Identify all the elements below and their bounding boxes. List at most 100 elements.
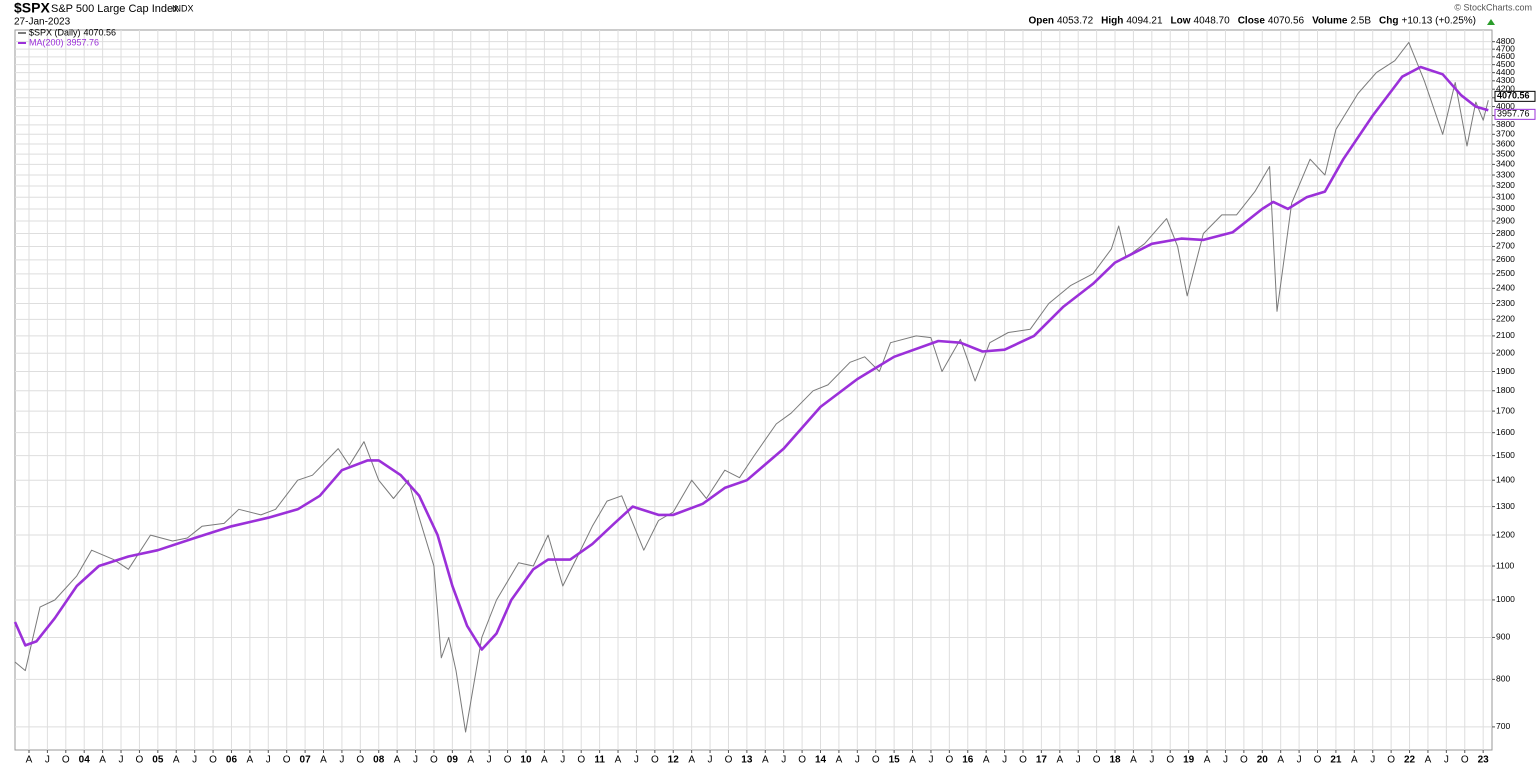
x-tick-label: A xyxy=(1425,755,1432,766)
x-tick-label: J xyxy=(781,755,786,766)
quote-label: Chg xyxy=(1379,16,1398,27)
x-tick-label: 04 xyxy=(79,755,91,766)
x-tick-label: 16 xyxy=(962,755,974,766)
x-tick-label: J xyxy=(487,755,492,766)
chart-title: S&P 500 Large Cap Index xyxy=(51,3,179,15)
y-tick-label: 4200 xyxy=(1496,83,1515,93)
quote-label: Close xyxy=(1238,16,1266,27)
y-tick-label: 3300 xyxy=(1496,169,1515,179)
y-tick-label: 1900 xyxy=(1496,366,1515,376)
x-tick-label: O xyxy=(1166,755,1174,766)
x-tick-label: J xyxy=(413,755,418,766)
quote-label: Open xyxy=(1028,16,1054,27)
x-tick-label: 21 xyxy=(1330,755,1342,766)
y-tick-label: 3700 xyxy=(1496,129,1515,139)
quote-label: Volume xyxy=(1312,16,1348,27)
x-tick-label: 05 xyxy=(152,755,164,766)
x-tick-label: A xyxy=(909,755,916,766)
x-tick-label: O xyxy=(725,755,733,766)
legend-value: 4070.56 xyxy=(84,27,117,37)
y-tick-label: 2900 xyxy=(1496,215,1515,225)
x-tick-label: O xyxy=(798,755,806,766)
x-tick-label: A xyxy=(1130,755,1137,766)
x-tick-label: 13 xyxy=(741,755,753,766)
x-tick-label: 15 xyxy=(889,755,901,766)
x-tick-label: A xyxy=(836,755,843,766)
x-tick-label: A xyxy=(1277,755,1284,766)
quote-value: 4070.56 xyxy=(1268,16,1305,27)
y-tick-label: 1100 xyxy=(1496,560,1515,570)
y-tick-label: 3800 xyxy=(1496,119,1515,129)
y-tick-label: 4300 xyxy=(1496,75,1515,85)
x-tick-label: J xyxy=(708,755,713,766)
quote-value: 4048.70 xyxy=(1194,16,1231,27)
legend-name: MA(200) xyxy=(29,37,64,47)
x-tick-label: A xyxy=(615,755,622,766)
x-tick-label: O xyxy=(1019,755,1027,766)
x-tick-label: O xyxy=(62,755,70,766)
x-tick-label: A xyxy=(467,755,474,766)
x-tick-label: A xyxy=(394,755,401,766)
x-tick-label: J xyxy=(339,755,344,766)
x-tick-label: 23 xyxy=(1478,755,1490,766)
x-tick-label: J xyxy=(634,755,639,766)
y-tick-label: 3600 xyxy=(1496,138,1515,148)
y-tick-label: 2400 xyxy=(1496,283,1515,293)
x-tick-label: A xyxy=(762,755,769,766)
x-tick-label: O xyxy=(651,755,659,766)
x-tick-label: 12 xyxy=(668,755,680,766)
x-tick-label: J xyxy=(1444,755,1449,766)
x-tick-label: O xyxy=(430,755,438,766)
y-tick-label: 4700 xyxy=(1496,43,1515,53)
x-tick-label: A xyxy=(320,755,327,766)
last-value-label: 4070.56 xyxy=(1497,91,1530,101)
x-tick-label: J xyxy=(1370,755,1375,766)
x-tick-label: O xyxy=(504,755,512,766)
y-tick-label: 2200 xyxy=(1496,314,1515,324)
x-tick-label: A xyxy=(1351,755,1358,766)
x-tick-label: O xyxy=(1461,755,1469,766)
x-tick-label: O xyxy=(356,755,364,766)
x-tick-label: J xyxy=(119,755,124,766)
date: 27-Jan-2023 xyxy=(14,17,71,28)
x-tick-label: J xyxy=(1002,755,1007,766)
y-tick-label: 4800 xyxy=(1496,36,1515,46)
x-tick-label: J xyxy=(928,755,933,766)
last-value-box xyxy=(1494,90,1536,102)
y-tick-label: 2100 xyxy=(1496,330,1515,340)
x-tick-label: O xyxy=(1240,755,1248,766)
y-tick-label: 2000 xyxy=(1496,348,1515,358)
x-tick-label: J xyxy=(1149,755,1154,766)
x-tick-label: O xyxy=(1093,755,1101,766)
x-tick-label: J xyxy=(192,755,197,766)
last-value-label: 3957.76 xyxy=(1497,109,1530,119)
y-tick-label: 800 xyxy=(1496,674,1510,684)
x-tick-label: J xyxy=(45,755,50,766)
quote-value: 2.5B xyxy=(1350,16,1371,27)
x-tick-label: O xyxy=(283,755,291,766)
x-tick-label: O xyxy=(577,755,585,766)
x-tick-label: 09 xyxy=(447,755,459,766)
x-tick-label: 17 xyxy=(1036,755,1048,766)
x-tick-label: J xyxy=(1223,755,1228,766)
x-tick-label: J xyxy=(855,755,860,766)
x-tick-label: A xyxy=(1204,755,1211,766)
x-tick-label: A xyxy=(99,755,106,766)
y-tick-label: 4000 xyxy=(1496,101,1515,111)
x-tick-label: J xyxy=(560,755,565,766)
x-tick-label: 06 xyxy=(226,755,238,766)
y-tick-label: 2800 xyxy=(1496,228,1515,238)
x-tick-label: 20 xyxy=(1257,755,1269,766)
x-tick-label: 08 xyxy=(373,755,385,766)
y-tick-label: 4400 xyxy=(1496,67,1515,77)
y-tick-label: 700 xyxy=(1496,721,1510,731)
x-tick-label: 22 xyxy=(1404,755,1416,766)
y-tick-label: 1300 xyxy=(1496,501,1515,511)
x-tick-label: J xyxy=(1297,755,1302,766)
quote-value: 4053.72 xyxy=(1057,16,1094,27)
y-tick-label: 1600 xyxy=(1496,427,1515,437)
price-line xyxy=(14,41,1489,733)
y-tick-label: 3000 xyxy=(1496,203,1515,213)
